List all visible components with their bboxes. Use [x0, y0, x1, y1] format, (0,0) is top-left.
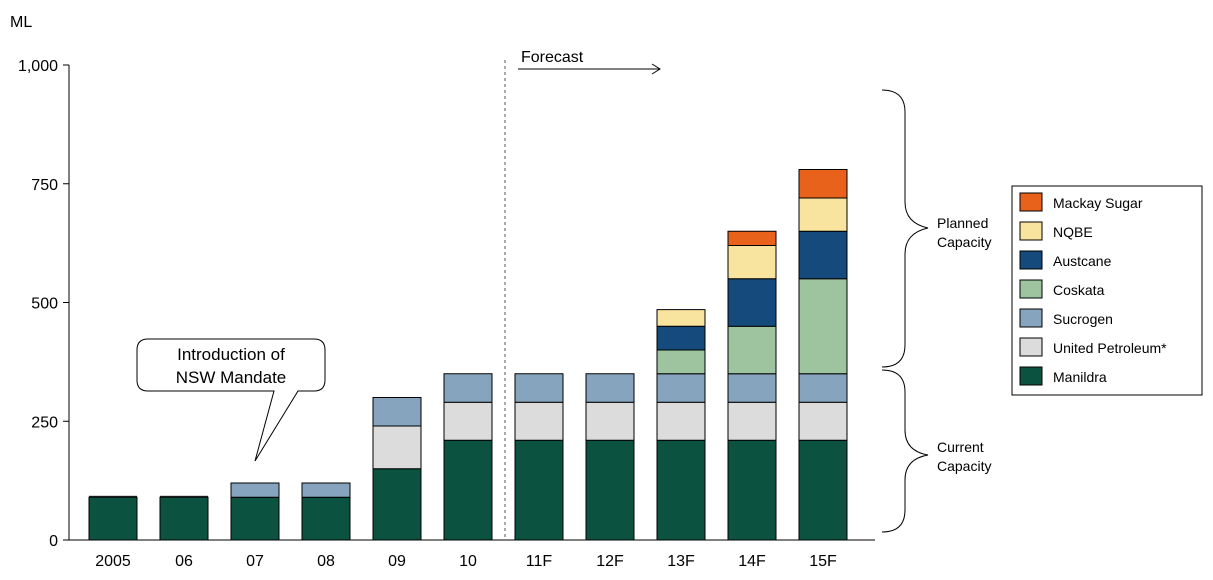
- bar-segment: [656, 349, 706, 375]
- bar-segment: [727, 278, 777, 327]
- bar-segment: [585, 373, 635, 403]
- bar-segment: [656, 439, 706, 541]
- legend-label: Manildra: [1053, 369, 1107, 385]
- y-tick-label: 500: [31, 296, 58, 313]
- bar-segment: [514, 439, 564, 541]
- x-tick-label: 12F: [596, 553, 624, 570]
- bar-segment: [798, 230, 848, 280]
- y-unit-label: ML: [10, 14, 32, 31]
- legend-label: Coskata: [1053, 282, 1105, 298]
- callout-line-1: Introduction of: [177, 345, 285, 364]
- x-tick-label: 06: [175, 553, 193, 570]
- bar-segment: [372, 397, 422, 427]
- planned-label-2: Capacity: [937, 234, 991, 250]
- bar-segment: [798, 169, 848, 199]
- bar-segment: [443, 373, 493, 403]
- x-tick-label: 2005: [95, 553, 131, 570]
- bar-segment: [798, 439, 848, 541]
- bar-segment: [656, 325, 706, 351]
- bar-segment: [585, 439, 635, 541]
- forecast-arrow-icon: [518, 63, 661, 75]
- bar-segment: [301, 482, 351, 498]
- legend-swatch: [1019, 366, 1043, 386]
- y-tick-label: 0: [49, 533, 58, 550]
- x-tick-label: 11F: [526, 553, 553, 570]
- legend: Mackay Sugar NQBE Austcane Coskata Sucrogen U…: [1011, 185, 1203, 396]
- bar-segment: [230, 496, 280, 541]
- bar-segment: [727, 325, 777, 375]
- legend-label: Mackay Sugar: [1053, 195, 1143, 211]
- bar-segment: [727, 439, 777, 541]
- x-tick-label: 14F: [738, 553, 766, 570]
- legend-swatch: [1019, 279, 1043, 299]
- legend-label: Austcane: [1053, 253, 1112, 269]
- bar-segment: [727, 401, 777, 441]
- bar-segment: [372, 468, 422, 541]
- bar-segment: [301, 496, 351, 541]
- bar-segment: [514, 373, 564, 403]
- bar-segment: [727, 230, 777, 246]
- legend-swatch: [1019, 308, 1043, 328]
- y-tick-label: 750: [31, 177, 58, 194]
- bar-segment: [88, 496, 138, 541]
- callout-line-2: NSW Mandate: [176, 368, 287, 387]
- y-tick-label: 1,000: [18, 58, 58, 75]
- bar-segment: [230, 482, 280, 498]
- bar-segment: [159, 496, 209, 541]
- current-label-2: Capacity: [937, 458, 991, 474]
- y-ticks: 0 250 500 750 1,000: [18, 58, 69, 550]
- legend-swatch: [1019, 337, 1043, 357]
- x-tick-label: 15F: [809, 553, 837, 570]
- y-tick-label: 250: [31, 414, 58, 431]
- legend-label: Sucrogen: [1053, 311, 1113, 327]
- mandate-callout: Introduction of NSW Mandate: [136, 338, 326, 462]
- bar-segment: [727, 373, 777, 403]
- bar-segment: [514, 401, 564, 441]
- bar-segment: [656, 373, 706, 403]
- bar-segment: [798, 401, 848, 441]
- planned-capacity-brace: [881, 89, 929, 368]
- forecast-label: Forecast: [521, 49, 584, 66]
- x-tick-labels: 2005 06 07 08 09 10 11F 12F 13F 14F 15F: [95, 553, 837, 570]
- planned-label-1: Planned: [937, 215, 988, 231]
- bar-segment: [443, 439, 493, 541]
- bar-segment: [656, 309, 706, 327]
- bar-segment: [656, 401, 706, 441]
- x-tick-label: 09: [388, 553, 406, 570]
- bar-segment: [443, 401, 493, 441]
- current-label-1: Current: [937, 439, 984, 455]
- x-tick-label: 07: [246, 553, 264, 570]
- bar-segment: [798, 373, 848, 403]
- bar-segment: [89, 495, 137, 498]
- bar-segment: [160, 495, 208, 498]
- bar-segment: [727, 245, 777, 280]
- x-tick-label: 08: [317, 553, 335, 570]
- bars-group: [88, 169, 848, 541]
- x-tick-label: 10: [459, 553, 477, 570]
- bar-segment: [798, 197, 848, 232]
- legend-box: [1011, 185, 1203, 396]
- bar-segment: [372, 425, 422, 470]
- legend-label: NQBE: [1053, 224, 1093, 240]
- bar-segment: [798, 278, 848, 375]
- legend-swatch: [1019, 221, 1043, 241]
- legend-swatch: [1019, 192, 1043, 212]
- legend-label: United Petroleum*: [1053, 340, 1167, 356]
- current-capacity-brace: [881, 369, 929, 533]
- bar-segment: [585, 401, 635, 441]
- x-tick-label: 13F: [667, 553, 695, 570]
- legend-swatch: [1019, 250, 1043, 270]
